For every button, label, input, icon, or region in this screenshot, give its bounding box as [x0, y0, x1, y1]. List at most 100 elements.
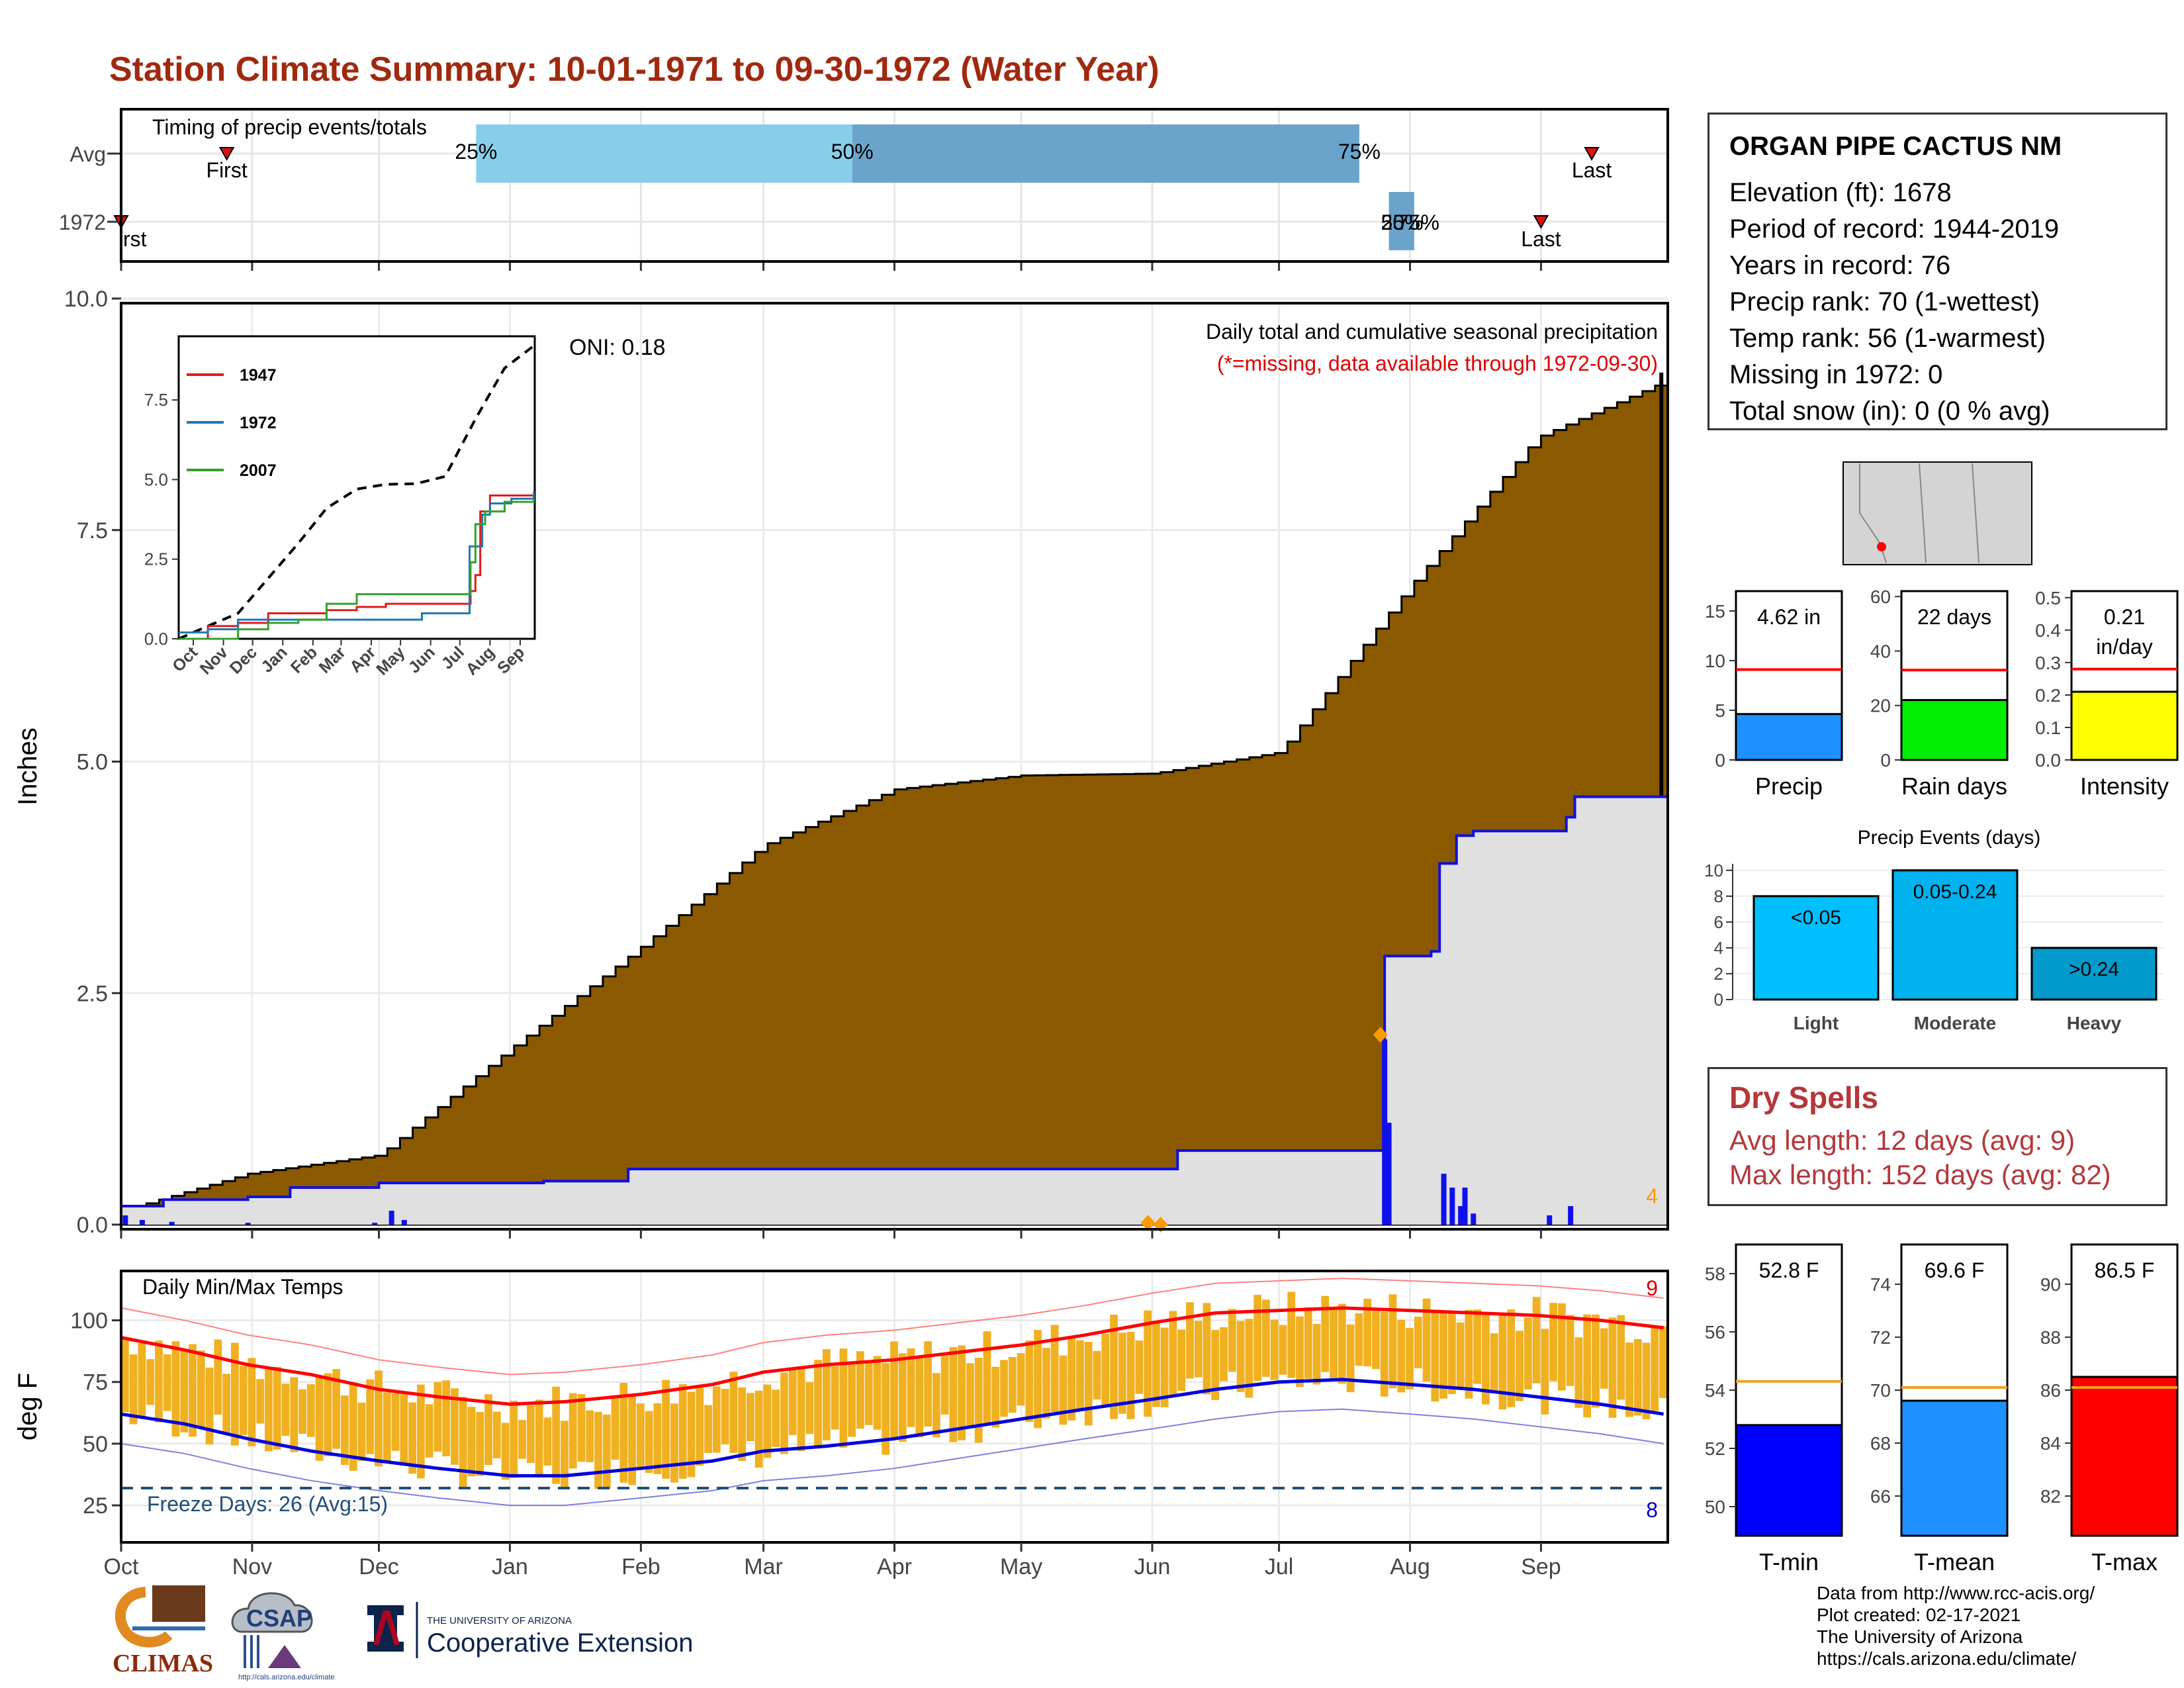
temp-x-tick-label: Sep — [1521, 1554, 1561, 1579]
credit-data-source[interactable]: Data from http://www.rcc-acis.org/ — [1817, 1583, 2095, 1603]
temp-max-gauge-y-tick-label: 82 — [2040, 1486, 2061, 1507]
temp-daily-bar — [754, 1390, 763, 1468]
temp-y-axis-label: deg F — [13, 1373, 42, 1440]
temp-mean-gauge-y-tick-label: 70 — [1870, 1380, 1891, 1401]
temp-daily-bar — [290, 1377, 298, 1452]
temp-daily-bar — [1118, 1333, 1126, 1414]
temp-daily-bar — [738, 1387, 747, 1461]
timing-1972-q50-label: 50% — [1381, 211, 1424, 234]
station-missing: Missing in 1972: 0 — [1729, 360, 1943, 389]
inset-legend-label-2007: 2007 — [240, 461, 277, 480]
csap-url: http://cals.arizona.edu/climate — [238, 1673, 335, 1681]
temp-daily-bar — [1617, 1315, 1625, 1400]
credit-website[interactable]: https://cals.arizona.edu/climate/ — [1817, 1648, 2077, 1669]
university-of-arizona-logo[interactable]: THE UNIVERSITY OF ARIZONA Cooperative Ex… — [367, 1602, 693, 1658]
temp-daily-bar — [518, 1420, 526, 1459]
temp-daily-bar — [704, 1405, 712, 1453]
temp-daily-bar — [425, 1404, 433, 1458]
timing-1972-q75-label: 75% — [1397, 211, 1439, 234]
temp-daily-bar — [1507, 1309, 1516, 1407]
temp-daily-bar — [1557, 1303, 1566, 1391]
climas-text: CLIMAS — [113, 1650, 213, 1677]
temp-daily-bar — [484, 1394, 492, 1466]
temp-daily-bar — [1431, 1309, 1439, 1402]
precip-daily-bar — [1382, 1039, 1388, 1225]
temp-min-gauge-y-tick-label: 58 — [1705, 1264, 1725, 1284]
timing-avg-q25-label: 25% — [455, 140, 497, 164]
station-period: Period of record: 1944-2019 — [1729, 214, 2060, 244]
temp-daily-bar — [983, 1331, 991, 1425]
ua-name: THE UNIVERSITY OF ARIZONA — [427, 1615, 572, 1626]
temp-daily-bar — [1245, 1319, 1253, 1398]
temp-daily-bar — [121, 1338, 129, 1413]
temp-daily-bar — [408, 1402, 416, 1474]
temp-daily-bar — [974, 1358, 983, 1443]
precip-gauge-value-label: 4.62 in — [1757, 605, 1821, 629]
timing-avg-q25-q50-bar — [476, 124, 852, 183]
temp-min-gauge-y-tick-label: 50 — [1705, 1497, 1725, 1517]
temp-average-min-line — [120, 1378, 1664, 1477]
precip-annotation-missing: (*=missing, data available through 1972-… — [1217, 352, 1658, 375]
temp-max-gauge-y-tick-label: 86 — [2040, 1380, 2061, 1401]
temp-daily-bar — [1076, 1340, 1084, 1411]
temp-daily-bar — [1279, 1325, 1287, 1375]
inset-y-tick-label: 2.5 — [144, 549, 168, 569]
temp-daily-bar — [898, 1353, 907, 1442]
inset-legend-label-1972: 1972 — [240, 414, 277, 432]
precip-daily-bar — [1462, 1188, 1468, 1225]
temp-daily-bar — [146, 1359, 155, 1405]
temp-daily-bar — [459, 1397, 467, 1487]
temp-daily-bar — [476, 1411, 484, 1476]
dry-spells-box: Dry Spells Avg length: 12 days (avg: 9) … — [1707, 1067, 2167, 1206]
temp-daily-bar — [1194, 1321, 1203, 1378]
temp-daily-bar — [341, 1395, 349, 1466]
temp-daily-bar — [510, 1401, 518, 1478]
temp-daily-bar — [1236, 1321, 1245, 1392]
timing-avg-last-marker — [1584, 147, 1600, 162]
temp-daily-bar — [915, 1357, 924, 1438]
precip-daily-bar — [122, 1215, 128, 1225]
dry-spells-title: Dry Spells — [1729, 1080, 1878, 1115]
temp-daily-bar — [1050, 1325, 1059, 1413]
temp-daily-bar — [1566, 1315, 1574, 1386]
climas-logo[interactable]: CLIMAS — [113, 1585, 213, 1677]
temp-daily-bar — [1574, 1337, 1583, 1408]
temp-daily-bar — [467, 1407, 476, 1477]
temp-daily-bar — [1625, 1342, 1633, 1417]
timing-panel-frame — [120, 108, 1669, 263]
events-bar-light — [1752, 895, 1880, 1001]
temp-daily-bar — [1220, 1327, 1228, 1382]
temp-daily-bar — [1583, 1314, 1592, 1418]
temp-daily-bar — [451, 1388, 459, 1465]
temp-daily-bar — [1253, 1295, 1262, 1381]
temp-daily-bar — [619, 1383, 628, 1483]
precip-daily-bar — [372, 1223, 378, 1225]
temp-max-gauge-y-tick-label: 90 — [2040, 1274, 2061, 1295]
temp-max-gauge-bar — [2070, 1376, 2179, 1537]
temp-daily-bar — [1152, 1321, 1160, 1407]
temp-daily-bar — [1388, 1294, 1397, 1389]
precip-daily-bar — [1471, 1213, 1477, 1225]
temp-daily-bar — [848, 1363, 856, 1437]
timing-row-label-avg: Avg — [69, 142, 106, 166]
temp-daily-bar — [1068, 1338, 1076, 1421]
events-bar-moderate — [1891, 869, 2019, 1001]
temp-y-tick-label: 75 — [83, 1370, 108, 1395]
csap-logo[interactable]: CSAP http://cals.arizona.edu/climate — [231, 1592, 335, 1681]
temp-mean-gauge-y-tick-label: 66 — [1870, 1486, 1891, 1507]
locator-map-borders — [1859, 463, 1979, 563]
temp-daily-bar — [442, 1380, 451, 1457]
temp-daily-bar — [1270, 1319, 1279, 1380]
temp-daily-bar — [966, 1363, 974, 1427]
temp-daily-bar — [332, 1369, 341, 1449]
temp-daily-bar — [535, 1399, 543, 1477]
temp-daily-bar — [780, 1372, 788, 1454]
temp-daily-bar — [391, 1393, 400, 1451]
temp-daily-bar — [932, 1373, 940, 1438]
page-title: Station Climate Summary: 10-01-1971 to 0… — [109, 50, 1160, 89]
temp-daily-bar — [991, 1366, 1000, 1428]
timing-avg-q50-label: 50% — [831, 140, 874, 164]
timing-row-label-1972: 1972 — [59, 211, 106, 234]
intensity-gauge-bar — [2070, 690, 2179, 761]
precip-daily-bar — [388, 1211, 394, 1225]
